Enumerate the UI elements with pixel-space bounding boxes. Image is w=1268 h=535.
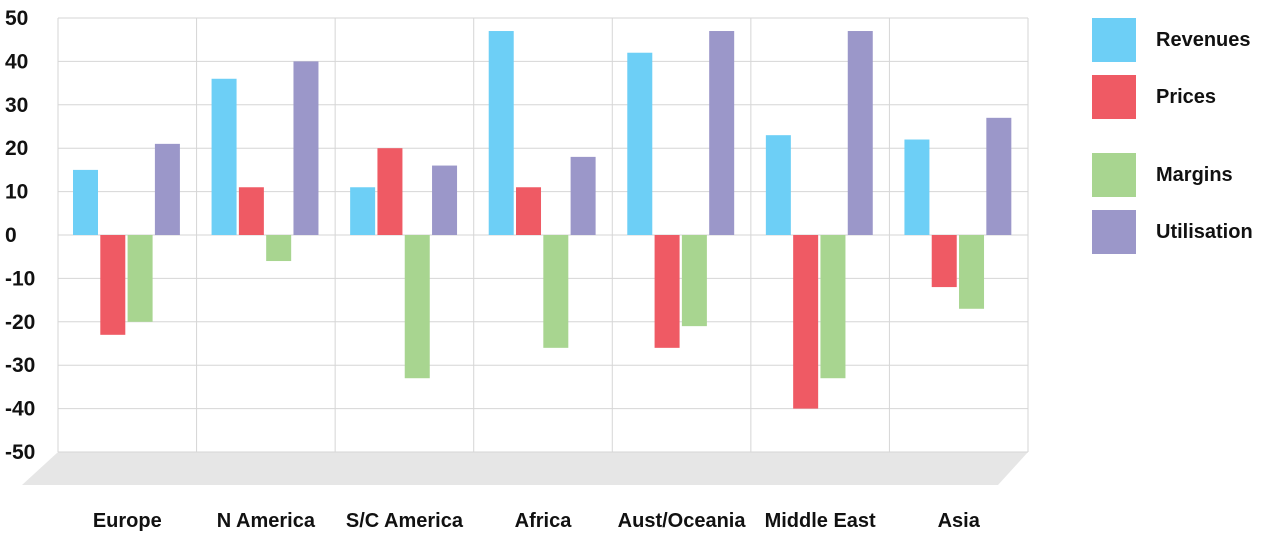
x-category-label: Africa <box>515 510 573 532</box>
y-tick-label: 30 <box>5 94 28 117</box>
y-tick-label: 40 <box>5 50 28 73</box>
legend-item-margins: Margins <box>1092 153 1268 197</box>
bar-revenues-6 <box>904 139 930 235</box>
y-tick-label: 20 <box>5 137 28 160</box>
bar-revenues-1 <box>211 78 237 235</box>
y-tick-label: -40 <box>5 398 35 421</box>
bar-revenues-2 <box>350 187 376 235</box>
y-tick-label: 0 <box>5 224 17 247</box>
legend-swatch-revenues <box>1092 18 1136 62</box>
legend-label-margins: Margins <box>1156 164 1233 186</box>
legend-label-prices: Prices <box>1156 86 1217 108</box>
legend-swatch-margins <box>1092 153 1136 197</box>
bar-utilisation-5 <box>847 31 873 235</box>
bar-margins-3 <box>543 235 569 348</box>
legend-swatch-utilisation <box>1092 210 1136 254</box>
x-category-label: Europe <box>93 510 162 532</box>
bar-revenues-3 <box>488 31 514 235</box>
bar-margins-6 <box>959 235 985 309</box>
bar-utilisation-3 <box>570 156 596 235</box>
bar-prices-4 <box>654 235 680 348</box>
bar-utilisation-6 <box>986 117 1012 235</box>
bar-prices-2 <box>377 148 403 235</box>
bar-margins-0 <box>127 235 153 322</box>
legend-label-utilisation: Utilisation <box>1156 221 1253 243</box>
bar-margins-4 <box>681 235 707 327</box>
y-tick-label: -10 <box>5 267 35 290</box>
x-category-label: Middle East <box>765 510 876 532</box>
bar-prices-1 <box>238 187 264 235</box>
bar-margins-5 <box>820 235 846 379</box>
bar-revenues-0 <box>73 169 98 235</box>
y-axis-ticks: 50 40 30 20 10 0 -10 -20 -30 -40 -50 <box>5 7 35 464</box>
bar-margins-2 <box>404 235 430 379</box>
bar-prices-5 <box>793 235 819 409</box>
bars <box>73 31 1012 409</box>
legend-label-revenues: Revenues <box>1156 29 1251 51</box>
legend-item-prices: Prices <box>1092 75 1268 119</box>
y-tick-label: 10 <box>5 181 28 204</box>
x-category-label: Asia <box>938 510 981 532</box>
y-tick-label: -20 <box>5 311 35 334</box>
bar-utilisation-2 <box>432 165 458 235</box>
x-category-label: S/C America <box>346 510 464 532</box>
bar-revenues-4 <box>627 52 653 235</box>
y-tick-label: 50 <box>5 7 28 30</box>
bar-margins-1 <box>266 235 292 262</box>
bar-prices-3 <box>516 187 542 235</box>
bar-prices-6 <box>931 235 957 288</box>
y-tick-label: -30 <box>5 354 35 377</box>
legend-swatch-prices <box>1092 75 1136 119</box>
bar-revenues-5 <box>765 135 791 235</box>
x-category-label: Aust/Oceania <box>618 510 747 532</box>
bar-prices-0 <box>100 235 126 335</box>
legend-item-utilisation: Utilisation <box>1092 210 1268 254</box>
gridlines <box>57 17 1029 453</box>
floor-slab <box>22 452 1028 485</box>
bar-utilisation-0 <box>154 143 180 235</box>
chart-floor <box>22 452 1028 485</box>
bar-utilisation-4 <box>709 31 735 235</box>
x-axis-categories: Europe N America S/C America Africa Aust/Oce… <box>93 510 981 532</box>
bar-utilisation-1 <box>293 61 319 236</box>
legend-item-revenues: Revenues <box>1092 18 1268 62</box>
y-tick-label: -50 <box>5 441 35 464</box>
x-category-label: N America <box>217 510 316 532</box>
